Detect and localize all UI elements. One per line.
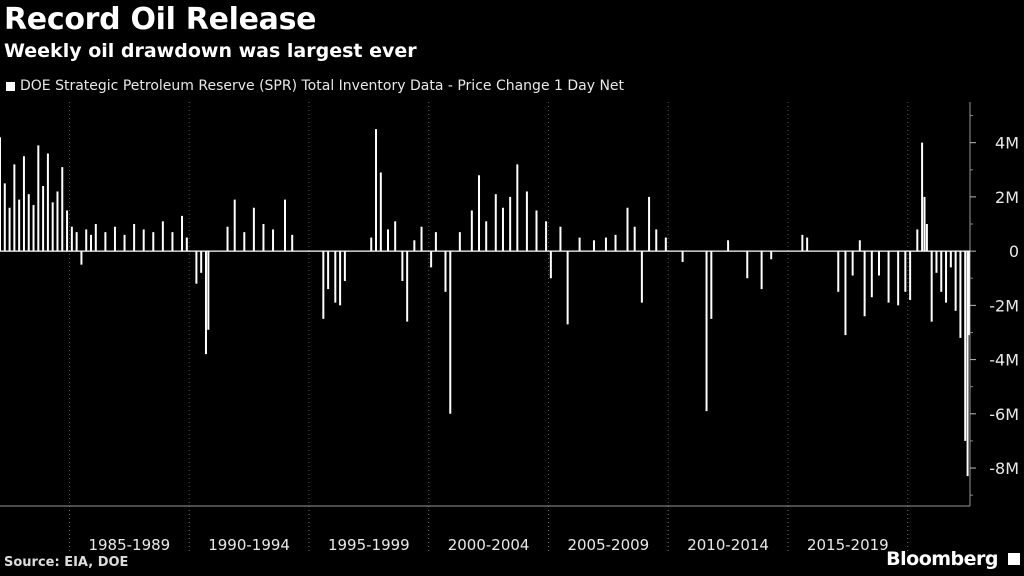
y-tick-label: -4M	[989, 351, 1019, 370]
x-tick-label: 1985-1989	[88, 536, 170, 554]
x-tick-label: 2005-2009	[567, 536, 649, 554]
x-tick-label: 1995-1999	[328, 536, 410, 554]
x-tick-label: 1990-1994	[208, 536, 290, 554]
y-tick-label: -2M	[989, 296, 1019, 315]
x-tick-label: 2015-2019	[807, 536, 889, 554]
legend-swatch	[6, 81, 15, 91]
x-tick-label: 2000-2004	[448, 536, 530, 554]
y-tick-label: 4M	[995, 134, 1019, 153]
y-tick-label: -6M	[989, 405, 1019, 424]
y-tick-label: -8M	[989, 459, 1019, 478]
x-tick-label: 2010-2014	[687, 536, 769, 554]
brand-square-icon	[1008, 553, 1020, 565]
legend-label: DOE Strategic Petroleum Reserve (SPR) To…	[20, 78, 625, 94]
y-tick-label: 0	[1009, 242, 1019, 261]
brand-logo-text: Bloomberg	[886, 548, 998, 570]
y-tick-label: 2M	[995, 188, 1019, 207]
chart-subtitle: Weekly oil drawdown was largest ever	[4, 40, 417, 62]
source-note: Source: EIA, DOE	[4, 555, 129, 570]
legend: DOE Strategic Petroleum Reserve (SPR) To…	[6, 78, 624, 94]
chart-title: Record Oil Release	[4, 2, 317, 37]
